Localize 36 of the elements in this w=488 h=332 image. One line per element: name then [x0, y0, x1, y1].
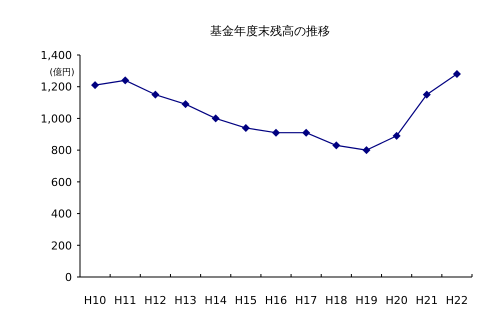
point: [422, 90, 431, 99]
x-tick-label: H17: [295, 294, 318, 307]
text: (億円): [49, 67, 75, 78]
point: [452, 70, 461, 78]
y-tick-label: 1,200: [40, 80, 72, 94]
y-tick-label: 400: [51, 208, 72, 221]
point: [302, 128, 310, 137]
x-tick-label: H20: [385, 294, 408, 307]
x-tick-label: H11: [114, 294, 136, 307]
point: [121, 76, 130, 84]
y-tick-label: 1,000: [40, 112, 72, 126]
x-tick-label: H16: [264, 294, 288, 307]
point: [91, 81, 100, 90]
x-tick-label: H18: [325, 294, 348, 307]
point: [242, 124, 250, 132]
y-tick-label: 600: [51, 176, 72, 189]
y-tick-label: 200: [51, 239, 72, 252]
x-tick-label: H21: [416, 294, 438, 307]
point: [332, 141, 340, 150]
x-tick-label: H12: [144, 294, 167, 307]
x-tick-label: H10: [84, 294, 106, 307]
point: [392, 132, 401, 140]
point: [212, 114, 220, 122]
x-tick-label: H22: [446, 294, 468, 307]
x-tick-label: H19: [355, 294, 378, 307]
y-tick-label: 1,400: [40, 49, 72, 62]
x-tick-label: H13: [174, 294, 197, 307]
chart-title: 基金年度末残高の推移: [210, 24, 330, 38]
point: [151, 90, 160, 99]
point: [272, 128, 280, 137]
point: [362, 146, 370, 154]
x-tick-label: H15: [234, 294, 257, 307]
y-tick-label: 800: [51, 144, 72, 158]
point: [182, 100, 190, 108]
x-tick-label: H14: [204, 294, 227, 307]
y-tick-label: 0: [65, 271, 72, 284]
